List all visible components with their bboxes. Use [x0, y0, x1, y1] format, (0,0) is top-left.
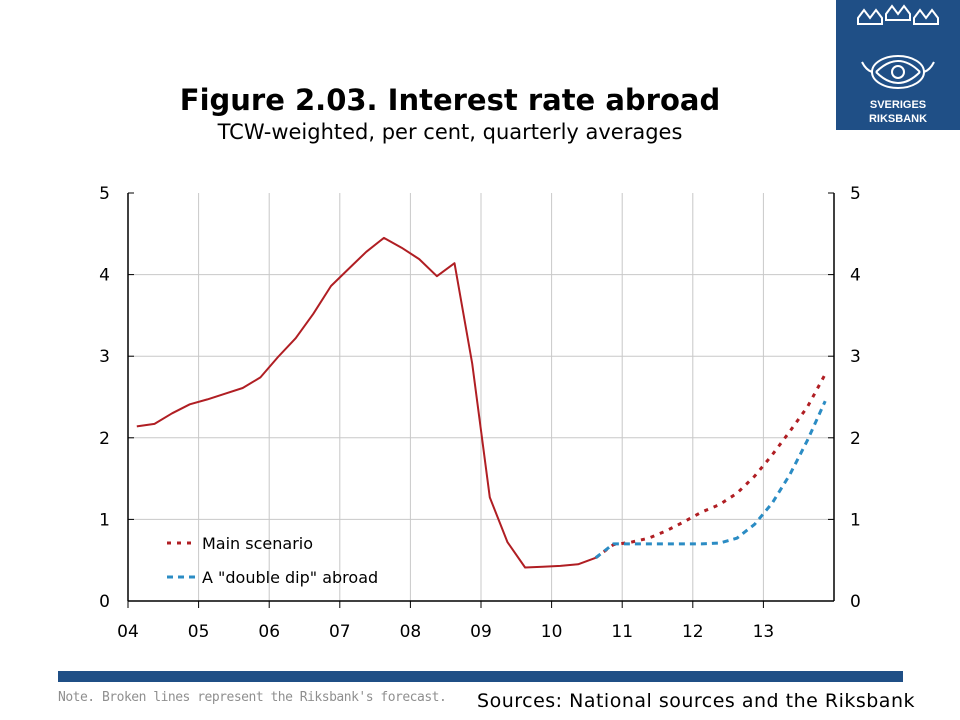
y-tick-label-left: 3 [99, 347, 110, 367]
series-line-main-scenario [594, 373, 827, 560]
y-tick-label-left: 0 [99, 592, 110, 612]
y-tick-label-right: 1 [850, 510, 861, 530]
x-tick-label: 10 [541, 622, 563, 642]
riksbank-crest-icon: SVERIGES RIKSBANK [857, 4, 939, 125]
x-tick-label: 12 [682, 622, 704, 642]
y-tick-label-right: 4 [850, 266, 861, 286]
y-tick-label-left: 5 [99, 184, 110, 204]
logo-text-line1: SVERIGES [870, 99, 926, 111]
y-tick-label-right: 0 [850, 592, 861, 612]
chart-subtitle: TCW-weighted, per cent, quarterly averag… [217, 120, 683, 144]
x-tick-label: 07 [329, 622, 351, 642]
y-tick-label-left: 2 [99, 429, 110, 449]
sources-text: Sources: National sources and the Riksba… [477, 690, 915, 712]
x-tick-label: 11 [611, 622, 633, 642]
series-line-outcome [136, 236, 597, 569]
y-tick-label-right: 2 [850, 429, 861, 449]
y-tick-label-right: 5 [850, 184, 861, 204]
y-tick-label-left: 4 [99, 266, 110, 286]
footnote: Note. Broken lines represent the Riksban… [58, 690, 447, 705]
x-tick-label: 05 [188, 622, 210, 642]
x-tick-label: 08 [400, 622, 422, 642]
x-tick-label: 04 [117, 622, 139, 642]
footer-bar [58, 671, 903, 682]
x-tick-label: 09 [470, 622, 492, 642]
x-tick-label: 13 [753, 622, 775, 642]
riksbank-logo: SVERIGES RIKSBANK [836, 0, 960, 130]
x-tick-label: 06 [258, 622, 280, 642]
series-line-a-double-dip-abroad [594, 400, 827, 559]
legend-label: A "double dip" abroad [202, 568, 378, 587]
logo-text-line2: RIKSBANK [869, 113, 927, 125]
y-tick-label-right: 3 [850, 347, 861, 367]
chart-title: Figure 2.03. Interest rate abroad [179, 83, 721, 117]
y-tick-label-left: 1 [99, 510, 110, 530]
legend-label: Main scenario [202, 534, 313, 553]
